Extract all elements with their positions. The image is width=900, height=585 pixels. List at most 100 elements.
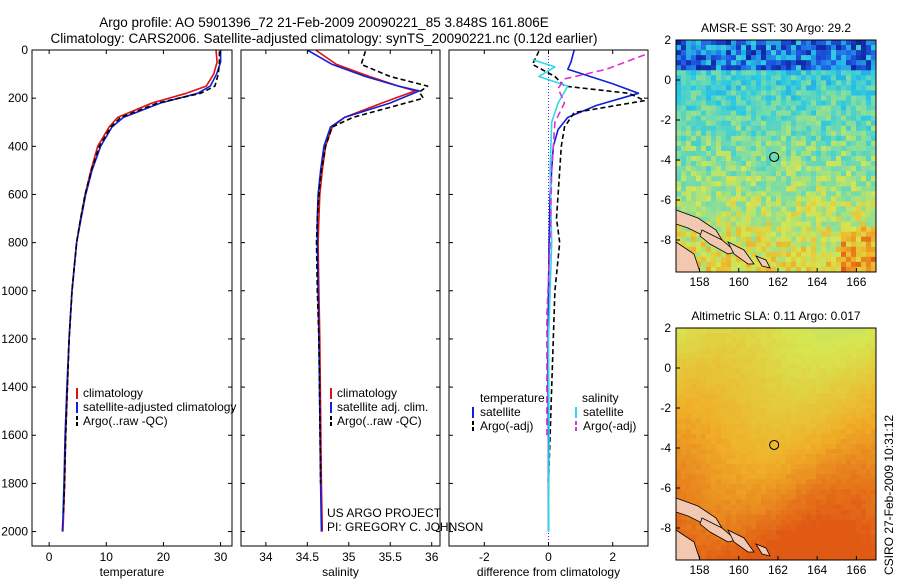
sst-map-cell (791, 166, 797, 172)
sst-map-cell (751, 50, 757, 56)
sst-map-cell (726, 161, 732, 167)
sst-map-cell (796, 196, 802, 202)
sst-map-cell (681, 236, 687, 243)
sst-map-cell (786, 196, 792, 202)
sst-map-cell (696, 45, 702, 51)
sla-map-cell (851, 423, 857, 430)
sla-map-cell (696, 454, 702, 460)
sst-map-cell (696, 100, 702, 106)
sla-map-cell (796, 398, 802, 404)
sst-map-cell (836, 181, 842, 187)
sla-map-cell (821, 469, 827, 475)
sst-map-cell (801, 186, 807, 192)
sla-map-cell (731, 398, 737, 404)
sla-map-cell (806, 363, 812, 369)
sla-map-cell (821, 383, 827, 389)
sst-map-cell (811, 90, 817, 96)
sla-map-cell (716, 363, 722, 369)
sla-map-cell (736, 348, 742, 354)
sst-map-cell (776, 246, 782, 253)
sla-map-cell (721, 524, 727, 531)
sst-map-cell (721, 130, 727, 137)
sst-map-cell (746, 251, 752, 258)
sla-map-cell (771, 393, 777, 399)
sst-map-cell (841, 105, 847, 111)
sst-map-cell (746, 161, 752, 167)
sst-map-cell (781, 266, 787, 273)
sst-map-cell (796, 145, 802, 152)
sla-map-cell (821, 544, 827, 551)
sla-map-cell (866, 469, 872, 475)
sst-map-cell (716, 95, 722, 101)
sla-map-cell (806, 519, 812, 525)
sst-map-cell (851, 90, 857, 96)
sla-map-cell (861, 544, 867, 551)
sla-map-cell (851, 408, 857, 415)
sst-map-cell (816, 65, 822, 71)
sla-map-cell (676, 489, 682, 495)
sla-map-cell (711, 363, 717, 369)
sst-map-cell (781, 130, 787, 137)
sst-map-cell (701, 75, 707, 81)
sla-map-cell (871, 444, 877, 450)
sst-map-cell (791, 261, 797, 268)
sst-map-cell (836, 251, 842, 258)
sst-map-cell (861, 100, 867, 106)
sst-map-cell (841, 236, 847, 243)
sst-map-cell (801, 80, 807, 86)
sst-map-cell (781, 196, 787, 202)
sla-map-cell (866, 378, 872, 384)
sst-map-cell (871, 186, 877, 192)
sst-map-cell (836, 231, 842, 237)
sst-map-cell (811, 145, 817, 152)
sst-map-cell (836, 201, 842, 207)
sst-map-cell (781, 135, 787, 142)
sst-map-cell (786, 125, 792, 132)
sst-map-cell (736, 156, 742, 162)
sst-map-cell (841, 261, 847, 268)
sst-map-cell (836, 166, 842, 172)
sst-map-cell (831, 256, 837, 263)
sla-map-cell (771, 368, 777, 374)
sst-map-cell (711, 75, 717, 81)
sst-map-cell (851, 50, 857, 56)
sla-map-cell (736, 338, 742, 344)
sst-map-cell (701, 70, 707, 76)
sst-map-cell (751, 85, 757, 91)
sla-map-cell (801, 494, 807, 500)
sst-map-cell (756, 171, 762, 177)
sst-map-cell (761, 105, 767, 111)
sst-map-cell (831, 241, 837, 248)
sst-map-cell (681, 45, 687, 51)
sst-map-cell (741, 45, 747, 51)
sst-map-cell (846, 150, 852, 157)
sst-map-cell (856, 115, 862, 121)
sla-map-cell (746, 539, 752, 546)
sst-map-cell (806, 115, 812, 121)
sla-map-cell (811, 504, 817, 510)
sla-map-cell (871, 413, 877, 420)
sst-map-cell (806, 261, 812, 268)
sst-map-cell (701, 256, 707, 263)
sla-map-cell (686, 444, 692, 450)
sst-map-cell (691, 50, 697, 56)
sla-map-cell (741, 554, 747, 561)
sst-map-cell (811, 80, 817, 86)
sla-map-cell (721, 438, 727, 445)
sst-map-cell (841, 45, 847, 51)
sla-map-cell (801, 444, 807, 450)
sst-map-cell (846, 80, 852, 86)
sla-map-cell (796, 388, 802, 394)
sla-map-cell (796, 489, 802, 495)
sst-map-cell (831, 166, 837, 172)
sla-map-cell (796, 479, 802, 485)
sst-map-cell (681, 85, 687, 91)
sla-map-cell (796, 368, 802, 374)
sst-map-cell (686, 70, 692, 76)
sst-map-cell (726, 40, 732, 46)
sla-map-cell (861, 514, 867, 520)
sla-map-cell (851, 464, 857, 470)
sla-map-cell (681, 529, 687, 536)
sst-map-cell (696, 60, 702, 66)
sla-map-cell (781, 438, 787, 445)
